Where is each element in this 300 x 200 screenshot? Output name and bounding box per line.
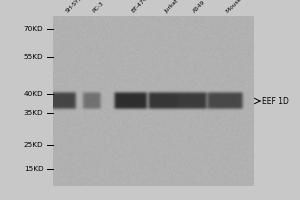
Text: Mouse speen: Mouse speen [225,0,256,14]
Text: BT-474: BT-474 [130,0,148,14]
Text: 35KD: 35KD [24,110,44,116]
Text: Jurkat: Jurkat [164,0,179,14]
Text: A549: A549 [192,0,206,14]
Text: 70KD: 70KD [24,26,44,32]
Text: EEF 1D: EEF 1D [262,97,290,106]
Text: SH-SY5Y: SH-SY5Y [64,0,86,14]
Text: 40KD: 40KD [24,91,44,97]
Text: 25KD: 25KD [24,142,44,148]
Text: PC-3: PC-3 [92,1,105,14]
Text: 15KD: 15KD [24,166,44,172]
Text: 55KD: 55KD [24,54,44,60]
